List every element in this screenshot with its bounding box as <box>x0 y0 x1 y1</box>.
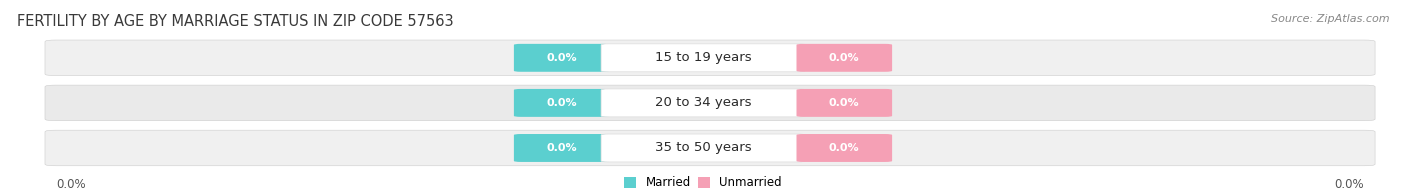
FancyBboxPatch shape <box>45 85 1375 121</box>
Text: 0.0%: 0.0% <box>830 53 859 63</box>
Text: 0.0%: 0.0% <box>56 178 86 191</box>
FancyBboxPatch shape <box>45 40 1375 76</box>
FancyBboxPatch shape <box>796 134 893 162</box>
Text: FERTILITY BY AGE BY MARRIAGE STATUS IN ZIP CODE 57563: FERTILITY BY AGE BY MARRIAGE STATUS IN Z… <box>17 14 454 29</box>
Text: 0.0%: 0.0% <box>547 143 576 153</box>
FancyBboxPatch shape <box>796 44 893 72</box>
FancyBboxPatch shape <box>602 89 806 117</box>
Text: 35 to 50 years: 35 to 50 years <box>655 142 751 154</box>
FancyBboxPatch shape <box>45 130 1375 166</box>
Text: 0.0%: 0.0% <box>1334 178 1364 191</box>
FancyBboxPatch shape <box>602 134 806 162</box>
FancyBboxPatch shape <box>515 44 610 72</box>
Legend: Married, Unmarried: Married, Unmarried <box>620 172 786 194</box>
Text: Source: ZipAtlas.com: Source: ZipAtlas.com <box>1271 14 1389 24</box>
Text: 15 to 19 years: 15 to 19 years <box>655 51 751 64</box>
FancyBboxPatch shape <box>515 134 610 162</box>
Text: 0.0%: 0.0% <box>830 98 859 108</box>
Text: 20 to 34 years: 20 to 34 years <box>655 96 751 109</box>
Text: 0.0%: 0.0% <box>830 143 859 153</box>
FancyBboxPatch shape <box>515 89 610 117</box>
Text: 0.0%: 0.0% <box>547 98 576 108</box>
FancyBboxPatch shape <box>602 44 806 72</box>
FancyBboxPatch shape <box>796 89 893 117</box>
Text: 0.0%: 0.0% <box>547 53 576 63</box>
